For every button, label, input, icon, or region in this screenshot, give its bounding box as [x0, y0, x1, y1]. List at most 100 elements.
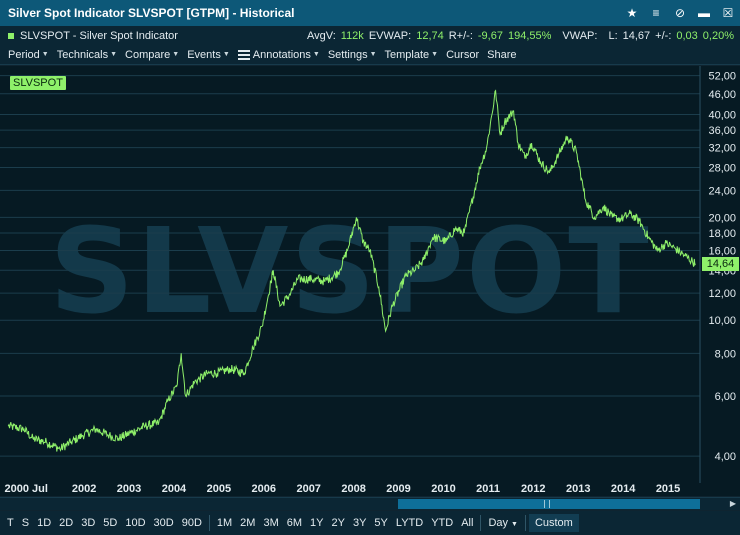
- minimize-icon[interactable]: ▬: [698, 6, 710, 20]
- window-titlebar: Silver Spot Indicator SLVSPOT [GTPM] - H…: [0, 0, 740, 26]
- window-title: Silver Spot Indicator SLVSPOT [GTPM] - H…: [8, 6, 295, 20]
- y-tick-label: 52,00: [708, 71, 736, 83]
- evwap-label: EVWAP:: [368, 29, 412, 42]
- scrollbar-track[interactable]: [0, 498, 730, 510]
- menu-technicals[interactable]: Technicals ▼: [53, 49, 121, 61]
- y-tick-label: 46,00: [708, 89, 736, 101]
- x-tick-label: 2013: [565, 483, 591, 495]
- avgv-label: AvgV:: [307, 29, 336, 42]
- period-button-1y[interactable]: 1Y: [310, 517, 324, 529]
- x-tick-label: 2010: [431, 483, 456, 495]
- period-button-5d[interactable]: 5D: [103, 517, 118, 529]
- y-tick-label: 10,00: [708, 315, 736, 327]
- menu-events[interactable]: Events ▼: [183, 49, 234, 61]
- time-scrollbar[interactable]: ▶: [0, 497, 740, 510]
- period-button-2m[interactable]: 2M: [240, 517, 256, 529]
- y-tick-label: 12,00: [708, 288, 736, 300]
- instrument-info-bar: SLVSPOT - Silver Spot Indicator AvgV: 11…: [0, 26, 740, 45]
- instrument-name: SLVSPOT - Silver Spot Indicator: [20, 29, 178, 42]
- x-tick-label: 2002: [71, 483, 97, 495]
- menu-share[interactable]: Share: [483, 49, 520, 61]
- interval-dropdown[interactable]: Day ▼: [484, 517, 522, 529]
- annotations-icon: [237, 49, 250, 60]
- series-color-swatch: [8, 32, 14, 39]
- menu-settings[interactable]: Settings ▼: [324, 49, 381, 61]
- period-button-2y[interactable]: 2Y: [331, 517, 345, 529]
- x-tick-label: 2009: [386, 483, 411, 495]
- caret-down-icon: ▼: [222, 51, 230, 58]
- period-button-1d[interactable]: 1D: [37, 517, 52, 529]
- menu-compare[interactable]: Compare ▼: [121, 49, 183, 61]
- period-button-10d[interactable]: 10D: [125, 517, 146, 529]
- period-button-2d[interactable]: 2D: [59, 517, 74, 529]
- x-tick-label: 2011: [476, 483, 501, 495]
- menu-icon[interactable]: ≡: [652, 6, 660, 20]
- unlink-icon[interactable]: ⊘: [674, 6, 686, 20]
- period-button-90d[interactable]: 90D: [181, 517, 202, 529]
- menu-template-label: Template: [384, 48, 430, 61]
- menu-cursor[interactable]: Cursor: [442, 49, 483, 61]
- period-button-1m[interactable]: 1M: [216, 517, 233, 529]
- x-tick-label: 2008: [341, 483, 366, 495]
- period-button-6m[interactable]: 6M: [286, 517, 303, 529]
- chart-canvas[interactable]: 52,00 46,00 40,00 36,00 32,00 28,00 24,00 20,00…: [0, 66, 740, 483]
- caret-down-icon: ▼: [431, 51, 439, 58]
- menu-technicals-label: Technicals: [56, 48, 109, 61]
- caret-down-icon: ▼: [511, 521, 518, 528]
- last-value: 14,67: [622, 29, 651, 42]
- y-tick-label: 40,00: [708, 110, 736, 122]
- symbol-badge: SLVSPOT: [10, 76, 66, 90]
- caret-down-icon: ▼: [312, 51, 320, 58]
- custom-period-button[interactable]: Custom: [528, 514, 579, 532]
- menu-annotations[interactable]: Annotations ▼: [234, 49, 324, 61]
- change-value: 0,03: [676, 29, 698, 42]
- interval-label: Day: [488, 517, 508, 529]
- y-tick-label: 28,00: [708, 162, 736, 174]
- close-icon[interactable]: ☒: [722, 6, 734, 20]
- y-tick-label: 4,00: [715, 451, 736, 463]
- scroll-right-icon[interactable]: ▶: [729, 499, 737, 508]
- change-label: +/-:: [655, 29, 672, 42]
- scrollbar-thumb[interactable]: [398, 499, 700, 509]
- period-button-all[interactable]: All: [461, 517, 474, 529]
- scrollbar-grip-icon: [544, 500, 550, 508]
- caret-down-icon: ▼: [41, 51, 49, 58]
- rplus-label: R+/-:: [448, 29, 473, 42]
- menu-period[interactable]: Period ▼: [4, 49, 53, 61]
- period-button-ytd[interactable]: YTD: [431, 517, 454, 529]
- x-tick-label: 2003: [116, 483, 142, 495]
- menu-period-label: Period: [8, 48, 40, 61]
- period-separator: [480, 515, 482, 531]
- period-button-3y[interactable]: 3Y: [352, 517, 367, 529]
- period-separator: [524, 515, 526, 531]
- period-button-30d[interactable]: 30D: [153, 517, 174, 529]
- period-button-3m[interactable]: 3M: [263, 517, 279, 529]
- period-button-s[interactable]: S: [21, 517, 30, 529]
- y-tick-label: 18,00: [708, 228, 736, 240]
- x-tick-label: 2007: [296, 483, 321, 495]
- period-button-5y[interactable]: 5Y: [374, 517, 388, 529]
- caret-down-icon: ▼: [110, 51, 118, 58]
- y-tick-label: 8,00: [715, 348, 736, 360]
- y-tick-label: 6,00: [715, 391, 736, 403]
- period-button-lytd[interactable]: LYTD: [395, 517, 424, 529]
- y-tick-label: 16,00: [708, 245, 736, 257]
- vwap-label: VWAP:: [562, 29, 598, 42]
- menu-share-label: Share: [487, 48, 517, 61]
- menu-cursor-label: Cursor: [446, 48, 480, 61]
- x-tick-label: 2004: [161, 483, 187, 495]
- period-button-3d[interactable]: 3D: [81, 517, 96, 529]
- menu-template[interactable]: Template ▼: [381, 49, 443, 61]
- x-tick-label: 2000 Jul: [4, 483, 48, 495]
- price-chart[interactable]: SLVSPOT 52,00 46,00 40,00 36,00 32,00 28,00 24…: [0, 66, 740, 483]
- caret-down-icon: ▼: [172, 51, 180, 58]
- star-icon[interactable]: ★: [626, 6, 638, 20]
- period-button-t[interactable]: T: [7, 517, 14, 529]
- x-axis: 2000 Jul 2002 2003 2004 2005 2006 2007 2008 2009…: [0, 483, 740, 496]
- x-tick-label: 2005: [206, 483, 232, 495]
- x-tick-label: 2015: [655, 483, 681, 495]
- x-tick-label: 2014: [610, 483, 636, 495]
- menu-events-label: Events: [187, 48, 221, 61]
- last-label: L:: [608, 29, 618, 42]
- menu-annotations-label: Annotations: [252, 48, 311, 61]
